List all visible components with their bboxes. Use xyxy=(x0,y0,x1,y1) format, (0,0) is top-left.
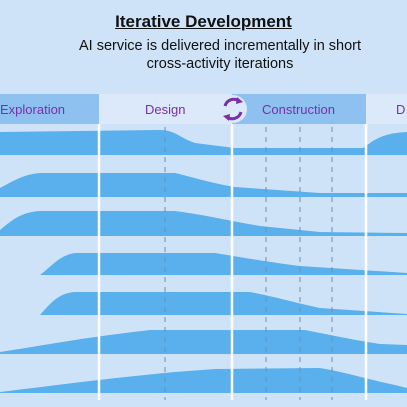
diagram-subtitle: AI service is delivered incrementally in… xyxy=(50,37,390,73)
wave-bands xyxy=(0,130,407,393)
iteration-band-1 xyxy=(0,130,407,155)
phase-label-construction: Construction xyxy=(262,102,335,117)
cycle-arrows-icon xyxy=(219,95,247,123)
diagram-title: Iterative Development xyxy=(115,12,292,31)
subtitle-line-2: cross-activity iterations xyxy=(146,56,294,72)
phase-dividers xyxy=(97,124,368,400)
phase-label-deployment: D xyxy=(396,102,406,117)
iteration-band-5 xyxy=(40,292,407,315)
iteration-band-2 xyxy=(0,173,407,197)
iteration-band-7 xyxy=(0,368,407,393)
iteration-band-6 xyxy=(0,330,407,354)
phase-label-design: Design xyxy=(145,102,186,117)
iteration-band-3 xyxy=(0,211,407,236)
phase-segment-construction xyxy=(232,94,366,124)
subtitle-line-1: AI service is delivered incrementally in… xyxy=(78,38,362,54)
phase-header-bar: Exploration Design Construction D xyxy=(0,94,407,124)
iteration-band-4 xyxy=(40,253,407,275)
phase-segment-exploration xyxy=(0,94,99,124)
phase-label-exploration: Exploration xyxy=(0,102,66,117)
